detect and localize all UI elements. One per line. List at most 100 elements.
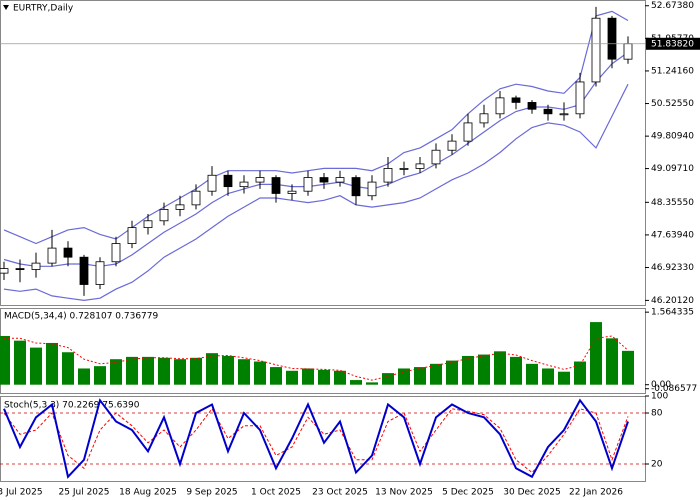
macd-bar	[30, 347, 42, 385]
price-title: EURTRY,Daily	[13, 4, 74, 14]
x-tick-label: 22 Jan 2026	[569, 488, 623, 498]
macd-bar	[110, 359, 122, 385]
candle-body	[319, 177, 329, 183]
y-tick-label: 52.67380	[651, 1, 694, 11]
candle-body	[351, 177, 361, 197]
macd-bar	[366, 382, 378, 385]
y-tick-label: 49.80940	[651, 132, 694, 142]
y-tick-label: 46.92330	[651, 263, 694, 273]
macd-signal	[4, 335, 629, 381]
macd-bar	[526, 363, 538, 385]
y-tick-label: 49.09710	[651, 164, 694, 174]
stoch-d	[3, 407, 629, 474]
x-tick-label: 13 Nov 2025	[375, 488, 433, 498]
candle-body	[335, 177, 345, 183]
x-tick-label: 1 Oct 2025	[251, 488, 301, 498]
y-tick-label: -0.086577	[651, 384, 697, 394]
macd-bar	[62, 352, 74, 385]
macd-bar	[334, 370, 346, 385]
x-tick-label: 18 Aug 2025	[119, 488, 177, 498]
current-price-box	[646, 37, 700, 50]
current-price-label: 51.83820	[651, 39, 694, 49]
candle-body	[479, 113, 489, 124]
stoch-title: Stoch(5,3,3) 70.2269 75.6390	[4, 401, 140, 411]
macd-bar	[14, 340, 26, 385]
candle-body	[495, 97, 505, 115]
x-tick-label: 30 Dec 2025	[503, 488, 561, 498]
y-tick-label: 20	[651, 460, 663, 470]
candle-body	[415, 163, 425, 169]
candle-body	[607, 17, 617, 60]
symbol-marker	[3, 5, 9, 10]
candle-body	[447, 140, 457, 151]
candle-body	[543, 108, 553, 115]
candle-body	[143, 220, 153, 229]
macd-bar	[430, 363, 442, 385]
candle-body	[559, 113, 569, 116]
macd-bar	[270, 367, 282, 385]
macd-bar	[158, 357, 170, 385]
candle-body	[463, 122, 473, 142]
candle-body	[255, 177, 265, 183]
macd-bar	[398, 368, 410, 385]
macd-title: MACD(5,34,4) 0.728107 0.736779	[4, 312, 159, 322]
macd-bar	[542, 368, 554, 385]
candle-body	[191, 190, 201, 206]
y-tick-label: 47.63940	[651, 230, 694, 240]
x-tick-label: 25 Jul 2025	[59, 488, 110, 498]
macd-bar	[574, 361, 586, 385]
candle-body	[47, 247, 57, 264]
candle-body	[127, 227, 137, 244]
stoch-k	[3, 398, 629, 479]
candle-body	[431, 149, 441, 165]
candle-body	[31, 262, 41, 270]
stoch-panel	[0, 396, 646, 482]
macd-bar	[382, 373, 394, 385]
macd-bar	[318, 369, 330, 385]
macd-bar	[558, 371, 570, 385]
candle-body	[175, 204, 185, 210]
macd-bar	[206, 353, 218, 385]
candle-body	[223, 174, 233, 188]
macd-bar	[590, 322, 602, 385]
candle-body	[527, 102, 537, 110]
candle-body	[383, 168, 393, 183]
candle-body	[63, 247, 73, 258]
y-tick-label: 50.52550	[651, 99, 694, 109]
y-tick-label: 100	[651, 392, 668, 402]
y-tick-label: 1.564335	[651, 308, 694, 318]
macd-bar	[286, 370, 298, 385]
macd-bar	[190, 357, 202, 385]
bollinger-lower	[3, 83, 629, 302]
y-tick-label: 48.35550	[651, 198, 694, 208]
y-tick-label: 80	[651, 409, 663, 419]
y-tick-label: 46.20120	[651, 296, 694, 306]
candle-body	[111, 243, 121, 263]
candle-body	[79, 256, 89, 285]
candle-body	[575, 81, 585, 115]
x-tick-label: 9 Sep 2025	[186, 488, 237, 498]
macd-bar	[142, 356, 154, 385]
macd-bar	[606, 338, 618, 385]
x-tick-label: 5 Dec 2025	[442, 488, 494, 498]
candle-body	[591, 17, 601, 83]
macd-bar	[94, 366, 106, 385]
bollinger-upper	[3, 10, 629, 245]
y-tick-label: 0.00	[651, 380, 671, 390]
macd-bar	[446, 360, 458, 385]
macd-bar	[462, 355, 474, 385]
macd-bar	[494, 351, 506, 385]
candle-body	[207, 174, 217, 192]
macd-bar	[414, 367, 426, 385]
y-tick-label: 51.24160	[651, 66, 694, 76]
macd-bar	[174, 359, 186, 385]
macd-bar	[46, 342, 58, 385]
candle-body	[239, 181, 249, 188]
macd-bar	[222, 355, 234, 385]
macd-bar	[126, 356, 138, 385]
price-panel	[0, 0, 646, 306]
candle-body	[367, 181, 377, 197]
macd-bar	[254, 361, 266, 385]
candle-body	[271, 177, 281, 194]
x-tick-label: 3 Jul 2025	[0, 488, 43, 498]
